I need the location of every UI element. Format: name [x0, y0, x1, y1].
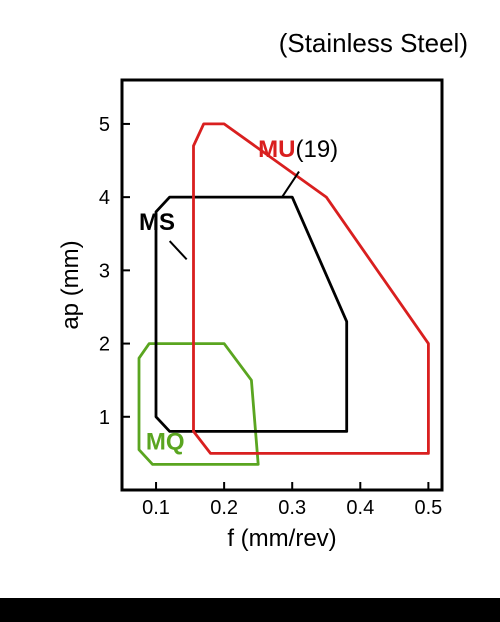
- y-tick-label: 3: [99, 260, 110, 282]
- series-footnote-MU: (19): [295, 136, 338, 163]
- x-tick-label: 0.4: [346, 497, 374, 519]
- bottom-bar: [0, 598, 500, 622]
- series-label-MQ: MQ: [146, 429, 185, 456]
- x-tick-label: 0.2: [210, 497, 238, 519]
- x-tick-label: 0.3: [278, 497, 306, 519]
- x-tick-label: 0.1: [142, 497, 170, 519]
- series-label-MU: MU(19): [258, 136, 338, 163]
- series-label-MS: MS: [139, 209, 175, 236]
- y-tick-label: 5: [99, 114, 110, 136]
- y-tick-label: 1: [99, 407, 110, 429]
- page: (Stainless Steel) 0.1 0.2 0.3 0.4 0.5 1 2 3 4 5 f …: [0, 0, 500, 622]
- y-tick-label: 2: [99, 334, 110, 356]
- chart-svg: 0.1 0.2 0.3 0.4 0.5 1 2 3 4 5 f (mm/rev) ap (mm) MU(…: [60, 70, 470, 570]
- x-tick-label: 0.5: [414, 497, 442, 519]
- chart-title: (Stainless Steel): [279, 28, 468, 59]
- y-axis-label: ap (mm): [60, 240, 84, 329]
- y-tick-label: 4: [99, 187, 110, 209]
- chart: 0.1 0.2 0.3 0.4 0.5 1 2 3 4 5 f (mm/rev) ap (mm) MU(…: [60, 70, 470, 570]
- x-axis-label: f (mm/rev): [227, 525, 336, 552]
